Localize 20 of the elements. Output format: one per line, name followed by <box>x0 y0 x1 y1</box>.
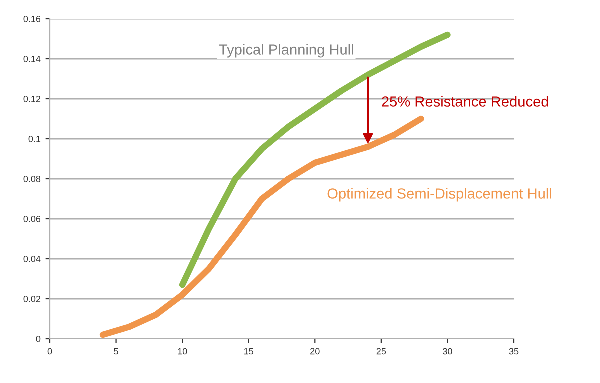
x-tick-label: 20 <box>310 348 320 355</box>
y-tick-label: 0.14 <box>24 56 41 62</box>
x-tick-label: 25 <box>376 348 386 355</box>
y-tick-label: 0.04 <box>24 256 41 262</box>
y-tick-label: 0 <box>36 336 41 342</box>
x-tick-label: 0 <box>48 348 52 355</box>
x-tick-label: 10 <box>178 348 188 355</box>
y-tick-label: 0.12 <box>24 96 41 102</box>
y-tick-label: 0.1 <box>28 136 41 142</box>
series-label: Typical Planning Hull <box>219 44 354 58</box>
y-tick-label: 0.16 <box>24 16 41 22</box>
y-tick-label: 0.06 <box>24 216 41 222</box>
x-tick-label: 30 <box>443 348 452 355</box>
y-tick-label: 0.02 <box>24 296 41 302</box>
y-tick-label: 0.08 <box>24 176 41 182</box>
series-label: Optimized Semi-Displacement Hull <box>328 188 552 202</box>
x-tick-label: 15 <box>244 348 254 355</box>
annotation: 25% Resistance Reduced <box>382 96 548 107</box>
x-tick-label: 5 <box>114 348 118 355</box>
x-tick-label: 35 <box>509 348 519 355</box>
